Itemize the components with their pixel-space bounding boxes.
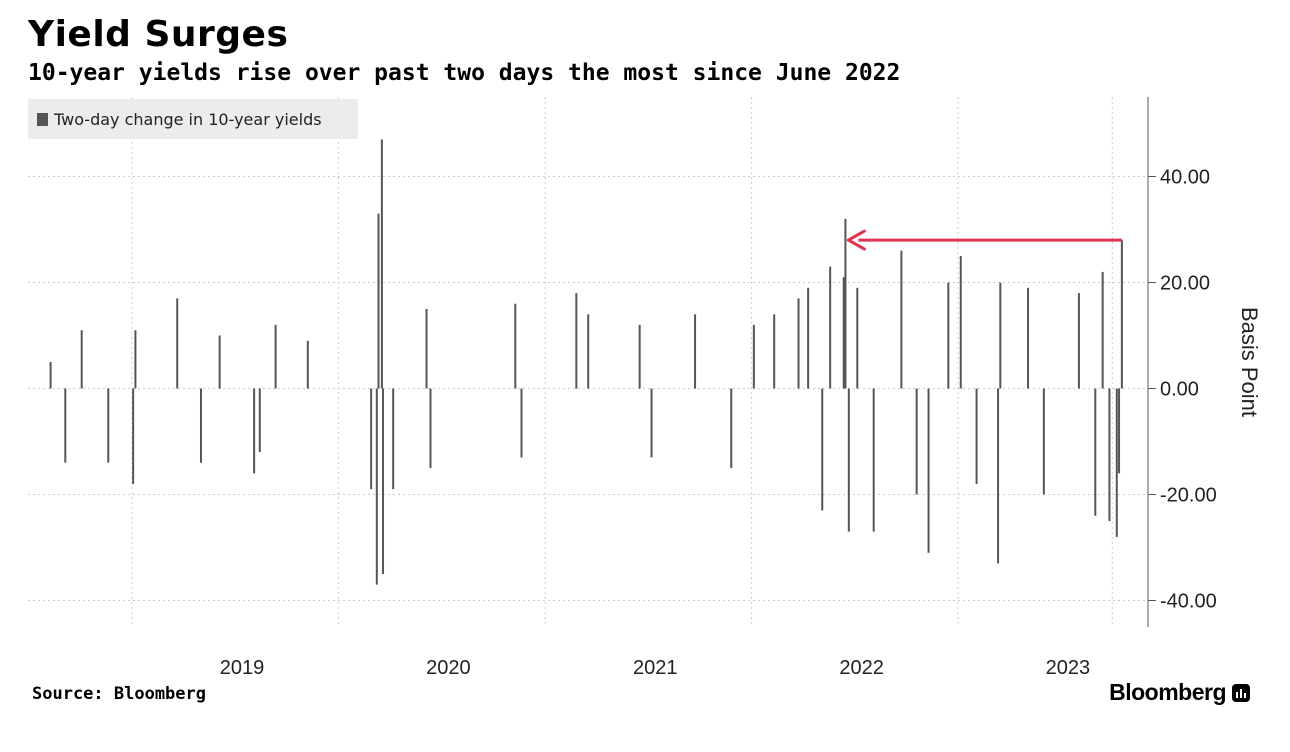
bar: [1108, 388, 1111, 521]
bar: [258, 388, 261, 453]
bar: [797, 298, 800, 389]
bar: [306, 340, 309, 389]
bar: [999, 282, 1002, 389]
bars-layer: [49, 139, 1123, 585]
bar: [997, 388, 1000, 564]
bar: [650, 388, 653, 458]
bar: [80, 330, 83, 389]
bar: [520, 388, 523, 458]
bar: [842, 277, 845, 389]
x-tick-label: 2022: [839, 657, 884, 679]
bar: [1118, 388, 1121, 474]
bar: [1120, 240, 1123, 389]
annotation-layer: [846, 229, 1122, 251]
bar: [199, 388, 202, 463]
bar: [829, 266, 832, 389]
bar: [975, 388, 978, 484]
chart-subtitle: 10-year yields rise over past two days t…: [28, 60, 901, 86]
bar: [370, 388, 373, 490]
y-axis: 40.00 20.00 0.00 -20.00 -40.00: [1147, 97, 1217, 627]
grid-layer: [28, 97, 1148, 627]
y-axis-title: Basis Point: [1237, 307, 1262, 417]
bar: [752, 324, 755, 389]
bar: [218, 335, 221, 389]
x-tick-label: 2020: [426, 657, 471, 679]
y-tick-label: 0.00: [1160, 379, 1199, 401]
bar: [1077, 293, 1080, 389]
y-tick-label: -20.00: [1160, 485, 1217, 507]
bar: [1101, 271, 1104, 389]
bar: [1027, 287, 1030, 389]
arrow-head: [846, 229, 866, 251]
bar: [375, 388, 378, 585]
source-note: Source: Bloomberg: [32, 684, 206, 704]
bar: [638, 324, 641, 389]
bar: [107, 388, 110, 463]
legend-background: [28, 99, 358, 139]
bar: [730, 388, 733, 468]
bar: [134, 330, 137, 389]
bar: [844, 218, 847, 389]
brand-wordmark: Bloomberg: [1109, 679, 1226, 705]
bar: [425, 309, 428, 389]
bar: [514, 303, 517, 389]
legend-swatch: [37, 113, 48, 126]
y-tick-label: 40.00: [1160, 167, 1210, 189]
bar: [773, 314, 776, 389]
bar: [959, 256, 962, 389]
terminal-icon: [1232, 683, 1250, 702]
bar: [927, 388, 930, 553]
bar: [856, 287, 859, 389]
bar: [176, 298, 179, 389]
bar: [429, 388, 432, 468]
x-tick-label: 2021: [633, 657, 678, 679]
bar: [382, 388, 385, 574]
bar: [49, 362, 52, 389]
bar: [1094, 388, 1097, 516]
bar: [915, 388, 918, 495]
bar: [253, 388, 256, 474]
bar: [900, 250, 903, 389]
bar: [847, 388, 850, 532]
bar: [872, 388, 875, 532]
chart-title: Yield Surges: [28, 14, 289, 55]
bar: [274, 324, 277, 389]
bar: [132, 388, 135, 484]
bar: [807, 287, 810, 389]
bar: [1042, 388, 1045, 495]
x-tick-label: 2023: [1046, 657, 1091, 679]
bar: [377, 213, 380, 389]
bar: [575, 293, 578, 389]
bar: [392, 388, 395, 490]
y-tick-label: -40.00: [1160, 591, 1217, 613]
bar: [587, 314, 590, 389]
brand-logo: Bloomberg: [1109, 679, 1250, 706]
bar: [380, 139, 383, 389]
legend-label: Two-day change in 10-year yields: [53, 110, 322, 129]
x-tick-label: 2019: [220, 657, 265, 679]
bar: [64, 388, 67, 463]
bar: [947, 282, 950, 389]
y-tick-label: 20.00: [1160, 273, 1210, 295]
legend: Two-day change in 10-year yields: [28, 99, 358, 139]
bar: [821, 388, 824, 511]
bar: [1115, 388, 1118, 537]
bar: [694, 314, 697, 389]
x-axis: 2019 2020 2021 2022 2023: [220, 657, 1090, 679]
